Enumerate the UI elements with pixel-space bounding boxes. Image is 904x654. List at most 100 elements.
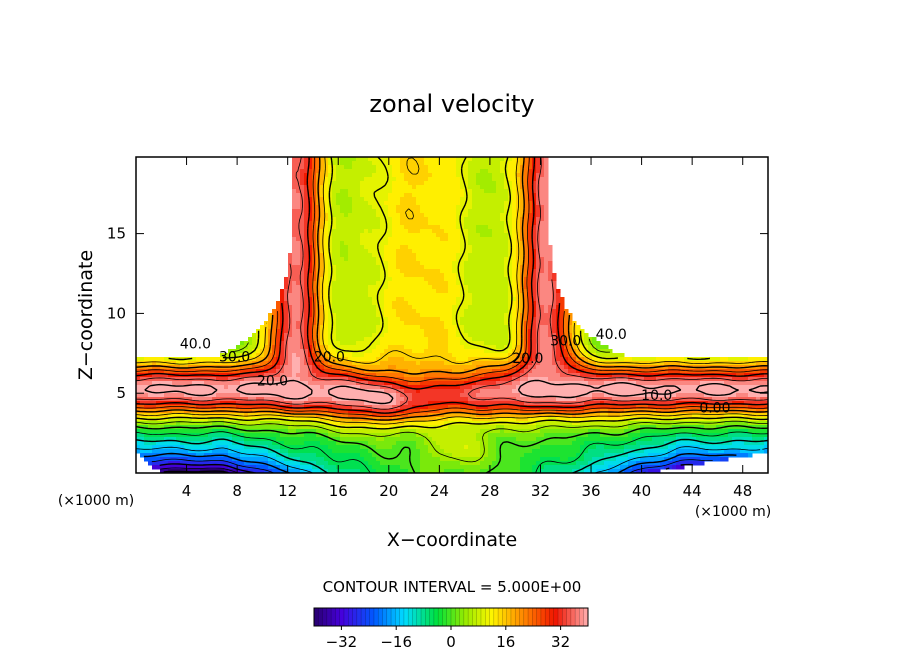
field-cell [388, 241, 393, 246]
field-cell [372, 253, 377, 258]
field-cell [448, 273, 453, 278]
field-cell [356, 389, 361, 394]
field-cell [516, 245, 521, 250]
field-cell [400, 369, 405, 374]
field-cell [464, 205, 469, 210]
field-cell [384, 197, 389, 202]
field-cell [348, 285, 353, 290]
field-cell [232, 393, 237, 398]
field-cell [596, 369, 601, 374]
field-cell [292, 189, 297, 194]
field-cell [384, 373, 389, 378]
field-cell [760, 377, 765, 382]
field-cell [484, 261, 489, 266]
field-cell [572, 365, 577, 370]
field-cell [204, 357, 209, 362]
field-cell [544, 341, 549, 346]
field-cell [412, 301, 417, 306]
field-cell [308, 197, 313, 202]
field-cell [220, 377, 225, 382]
field-cell [612, 389, 617, 394]
field-cell [476, 245, 481, 250]
field-cell [540, 241, 545, 246]
field-cell [484, 349, 489, 354]
field-cell [292, 185, 297, 190]
field-cell [764, 385, 768, 390]
field-cell [516, 313, 521, 318]
field-cell [360, 217, 365, 222]
field-cell [748, 361, 753, 366]
field-cell [540, 385, 545, 390]
field-cell [364, 369, 369, 374]
field-cell [360, 201, 365, 206]
field-cell [320, 161, 325, 166]
field-cell [304, 289, 309, 294]
field-cell [408, 369, 413, 374]
field-cell [308, 381, 313, 386]
field-cell [552, 297, 557, 302]
field-cell [504, 309, 509, 314]
field-cell [264, 349, 269, 354]
field-cell [196, 357, 201, 362]
field-cell [464, 157, 469, 162]
field-cell [360, 365, 365, 370]
field-cell [408, 345, 413, 350]
field-cell [324, 165, 329, 170]
field-cell [340, 205, 345, 210]
field-cell [464, 321, 469, 326]
field-cell [300, 305, 305, 310]
field-cell [528, 285, 533, 290]
field-cell [432, 233, 437, 238]
field-cell [436, 361, 441, 366]
field-cell [244, 345, 249, 350]
field-cell [540, 265, 545, 270]
field-cell [380, 181, 385, 186]
field-cell [400, 325, 405, 330]
field-cell [440, 285, 445, 290]
field-cell [300, 293, 305, 298]
field-cell [436, 233, 441, 238]
field-cell [524, 273, 529, 278]
field-cell [348, 229, 353, 234]
field-cell [388, 365, 393, 370]
field-cell [416, 381, 421, 386]
field-cell [384, 341, 389, 346]
field-cell [332, 165, 337, 170]
field-cell [592, 357, 597, 362]
field-cell [500, 205, 505, 210]
field-cell [528, 313, 533, 318]
field-cell [404, 365, 409, 370]
field-cell [420, 277, 425, 282]
field-cell [324, 341, 329, 346]
field-cell [468, 293, 473, 298]
field-cell [440, 341, 445, 346]
field-cell [440, 173, 445, 178]
field-cell [728, 385, 733, 390]
field-cell [524, 185, 529, 190]
field-cell [456, 277, 461, 282]
field-cell [292, 269, 297, 274]
field-cell [496, 301, 501, 306]
field-cell [504, 233, 509, 238]
field-cell [504, 157, 509, 162]
field-cell [384, 253, 389, 258]
field-cell [308, 305, 313, 310]
field-cell [432, 213, 437, 218]
field-cell [420, 221, 425, 226]
field-cell [332, 269, 337, 274]
field-cell [580, 349, 585, 354]
field-cell [368, 293, 373, 298]
field-cell [344, 201, 349, 206]
field-cell [376, 309, 381, 314]
field-cell [460, 357, 465, 362]
field-cell [332, 241, 337, 246]
field-cell [500, 365, 505, 370]
field-cell [332, 349, 337, 354]
field-cell [548, 365, 553, 370]
field-cell [300, 177, 305, 182]
field-cell [552, 301, 557, 306]
field-cell [424, 285, 429, 290]
field-cell [560, 341, 565, 346]
field-cell [552, 377, 557, 382]
field-cell [400, 169, 405, 174]
